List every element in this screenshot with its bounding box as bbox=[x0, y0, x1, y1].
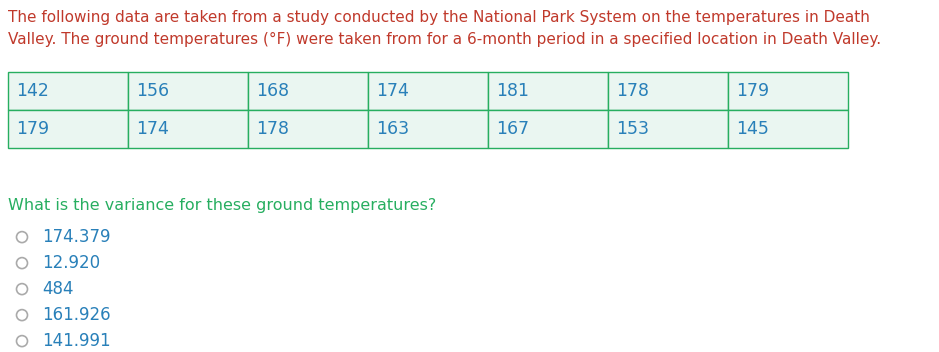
Bar bbox=[248, 72, 368, 110]
Bar bbox=[128, 110, 248, 148]
Text: 12.920: 12.920 bbox=[42, 254, 100, 272]
Text: 145: 145 bbox=[736, 120, 769, 138]
Text: 179: 179 bbox=[736, 82, 769, 100]
Bar bbox=[368, 110, 488, 148]
Text: 178: 178 bbox=[256, 120, 289, 138]
Text: 174: 174 bbox=[136, 120, 169, 138]
Text: 156: 156 bbox=[136, 82, 169, 100]
Text: 174: 174 bbox=[376, 82, 408, 100]
Text: 178: 178 bbox=[616, 82, 649, 100]
Bar bbox=[608, 110, 728, 148]
Bar bbox=[608, 72, 728, 110]
Bar bbox=[728, 110, 848, 148]
Text: Valley. The ground temperatures (°F) were taken from for a 6-month period in a s: Valley. The ground temperatures (°F) wer… bbox=[8, 32, 881, 47]
Bar bbox=[128, 72, 248, 110]
Text: 179: 179 bbox=[16, 120, 49, 138]
Bar bbox=[248, 110, 368, 148]
Text: 168: 168 bbox=[256, 82, 289, 100]
Text: 142: 142 bbox=[16, 82, 49, 100]
Text: The following data are taken from a study conducted by the National Park System : The following data are taken from a stud… bbox=[8, 10, 870, 25]
Bar bbox=[8, 72, 128, 110]
Bar bbox=[488, 72, 608, 110]
Bar bbox=[488, 110, 608, 148]
Text: 163: 163 bbox=[376, 120, 409, 138]
Text: 181: 181 bbox=[496, 82, 529, 100]
Bar bbox=[8, 110, 128, 148]
Text: 161.926: 161.926 bbox=[42, 306, 111, 324]
Text: 174.379: 174.379 bbox=[42, 228, 111, 246]
Bar bbox=[728, 72, 848, 110]
Text: 167: 167 bbox=[496, 120, 529, 138]
Text: 484: 484 bbox=[42, 280, 73, 298]
Text: 153: 153 bbox=[616, 120, 649, 138]
Text: 141.991: 141.991 bbox=[42, 332, 111, 350]
Text: What is the variance for these ground temperatures?: What is the variance for these ground te… bbox=[8, 198, 437, 213]
Bar bbox=[368, 72, 488, 110]
